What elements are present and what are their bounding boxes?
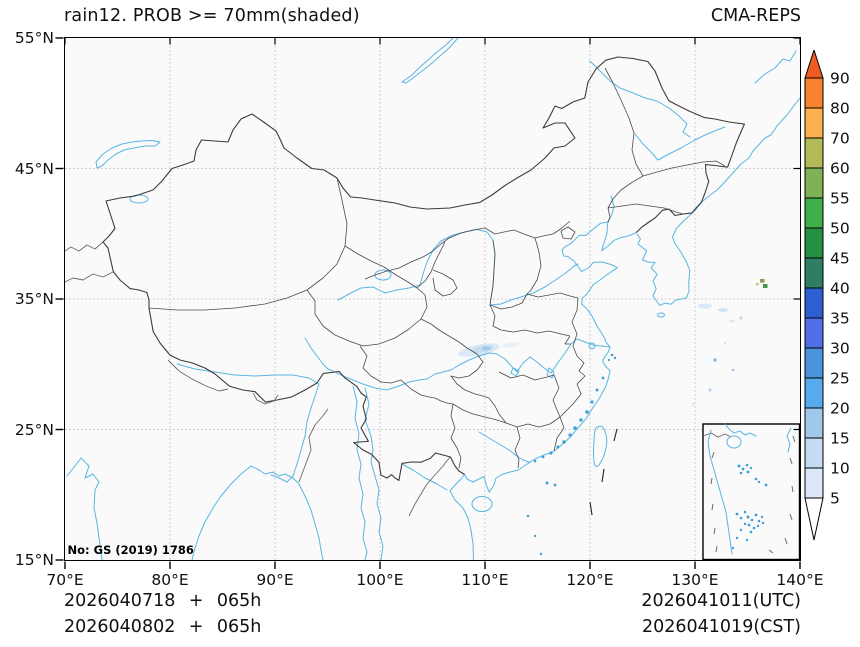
national-borders bbox=[103, 57, 744, 480]
coastal-islets bbox=[526, 353, 616, 555]
colorbar-segment bbox=[805, 138, 823, 168]
china-map bbox=[65, 38, 800, 560]
plot-title: rain12. PROB >= 70mm(shaded) bbox=[64, 6, 360, 26]
colorbar-segment bbox=[805, 378, 823, 408]
yellow-river bbox=[338, 229, 578, 305]
footer-valid-cst: 2026041019(CST) bbox=[642, 617, 801, 637]
colorbar-tick-label: 70 bbox=[830, 130, 850, 148]
colorbar-bottom-arrow bbox=[805, 498, 823, 540]
colorbar-tick-label: 40 bbox=[830, 280, 850, 298]
x-axis-tick-label: 140°E bbox=[776, 571, 823, 589]
colorbar-segment bbox=[805, 198, 823, 228]
x-axis-tick-label: 80°E bbox=[151, 571, 188, 589]
map-plot-area: No: GS (2019) 1786 bbox=[64, 37, 801, 561]
colorbar-tick-label: 20 bbox=[830, 400, 850, 418]
y-axis-tick-label: 35°N bbox=[2, 290, 54, 308]
colorbar-segment bbox=[805, 318, 823, 348]
y-axis-tick-label: 15°N bbox=[2, 551, 54, 569]
south-china-sea-inset bbox=[703, 424, 800, 560]
probability-shading bbox=[457, 279, 767, 405]
colorbar-tick-label: 5 bbox=[830, 490, 840, 508]
colorbar-segment bbox=[805, 108, 823, 138]
colorbar-tick-label: 80 bbox=[830, 100, 850, 118]
colorbar-tick-label: 30 bbox=[830, 340, 850, 358]
colorbar-segment bbox=[805, 438, 823, 468]
x-axis-tick-label: 70°E bbox=[46, 571, 83, 589]
y-axis-tick-label: 45°N bbox=[2, 160, 54, 178]
colorbar-tick-label: 35 bbox=[830, 310, 850, 328]
lake-balkhash bbox=[96, 140, 160, 168]
colorbar-tick-label: 90 bbox=[830, 70, 850, 88]
x-axis-tick-label: 90°E bbox=[256, 571, 293, 589]
colorbar-segment bbox=[805, 408, 823, 438]
footer-valid-utc: 2026041011(UTC) bbox=[641, 591, 801, 611]
x-axis-tick-label: 100°E bbox=[356, 571, 403, 589]
taiwan bbox=[593, 426, 606, 466]
footer-init-utc: 2026040718 + 065h bbox=[64, 591, 261, 611]
map-license-number: No: GS (2019) 1786 bbox=[68, 543, 194, 557]
colorbar-segment bbox=[805, 228, 823, 258]
colorbar-segment bbox=[805, 78, 823, 108]
jeju-island bbox=[657, 313, 664, 317]
colorbar-tick-label: 60 bbox=[830, 160, 850, 178]
amur-river bbox=[590, 61, 690, 137]
x-axis-tick-label: 120°E bbox=[566, 571, 613, 589]
weather-map-figure: rain12. PROB >= 70mm(shaded) CMA-REPS bbox=[0, 0, 860, 647]
footer-init-cst: 2026040802 + 065h bbox=[64, 617, 261, 637]
colorbar-segment bbox=[805, 468, 823, 498]
colorbar-segment bbox=[805, 288, 823, 318]
russia-coast bbox=[701, 98, 800, 202]
colorbar: 90 80 70 60 55 50 45 40 35 30 25 20 15 10 5 bbox=[803, 50, 860, 550]
colorbar-tick-label: 50 bbox=[830, 220, 850, 238]
province-borders bbox=[149, 68, 725, 468]
model-name: CMA-REPS bbox=[711, 6, 801, 26]
colorbar-tick-label: 15 bbox=[830, 430, 850, 448]
colorbar-top-arrow bbox=[805, 50, 823, 78]
colorbar-tick-label: 25 bbox=[830, 370, 850, 388]
colorbar-segment bbox=[805, 348, 823, 378]
hainan bbox=[472, 496, 492, 511]
qinghai-lake bbox=[375, 270, 391, 280]
y-axis-tick-label: 55°N bbox=[2, 29, 54, 47]
colorbar-segment bbox=[805, 168, 823, 198]
x-axis-tick-label: 130°E bbox=[671, 571, 718, 589]
korea-coastline bbox=[637, 202, 701, 305]
y-axis-tick-label: 25°N bbox=[2, 421, 54, 439]
lake-baikal bbox=[402, 38, 458, 83]
colorbar-tick-label: 45 bbox=[830, 250, 850, 268]
colorbar-segment bbox=[805, 258, 823, 288]
colorbar-tick-label: 10 bbox=[830, 460, 850, 478]
x-axis-tick-label: 110°E bbox=[461, 571, 508, 589]
colorbar-tick-label: 55 bbox=[830, 190, 850, 208]
